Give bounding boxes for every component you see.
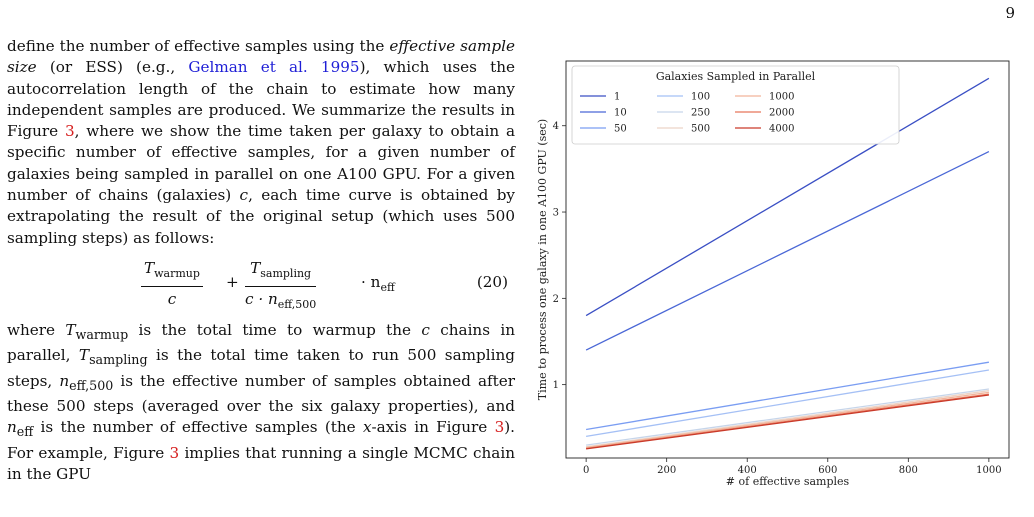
legend-label-250: 250	[691, 108, 710, 119]
series-line-4000	[586, 394, 989, 450]
legend-label-10: 10	[614, 108, 627, 119]
legend-label-1: 1	[614, 92, 620, 103]
legend-label-1000: 1000	[769, 92, 794, 103]
legend-title: Galaxies Sampled in Parallel	[656, 70, 816, 83]
figure-ref-link[interactable]: 3	[169, 443, 180, 462]
line-chart: 0 200 400 600 800 1000 1 2 3 4 # of effective samp…	[536, 60, 1010, 488]
series-line-250	[586, 388, 989, 446]
figure-ref-link[interactable]: 3	[64, 122, 75, 141]
legend-label-100: 100	[691, 92, 710, 103]
series-line-100	[585, 369, 990, 438]
equation-number: (20)	[476, 272, 508, 291]
series-line-1000	[586, 391, 989, 449]
legend-label-4000: 4000	[769, 124, 794, 135]
y-tick-label: 3	[553, 208, 559, 219]
paragraph-2: where Twarmup is the total time to warmu…	[7, 320, 515, 483]
legend-label-50: 50	[614, 124, 627, 135]
citation-link[interactable]: Gelman et al. 1995	[188, 58, 360, 77]
x-axis-label: # of effective samples	[726, 475, 850, 488]
fraction-sampling: Tsampling c · neff,500	[245, 258, 317, 312]
body-text: define the number of effective samples u…	[7, 36, 515, 485]
paragraph-1: define the number of effective samples u…	[7, 37, 515, 247]
x-tick-label: 200	[657, 465, 676, 476]
figure-3: 0 200 400 600 800 1000 1 2 3 4 # of effective samp…	[536, 54, 1013, 513]
legend-label-500: 500	[691, 124, 710, 135]
series-line-10	[585, 151, 990, 351]
equation-20: Twarmup c + Tsampling c · neff,500 · nef…	[7, 254, 515, 316]
figure-ref-link[interactable]: 3	[494, 418, 505, 437]
x-tick-label: 400	[738, 465, 757, 476]
legend-box	[571, 65, 900, 145]
y-axis-label: Time to process one galaxy in one A100 G…	[537, 119, 549, 400]
x-tick-label: 800	[899, 465, 918, 476]
x-tick-label: 0	[583, 465, 589, 476]
series-line-500	[586, 390, 989, 448]
y-tick-label: 2	[553, 294, 559, 305]
series-line-1	[585, 77, 990, 317]
series-line-50	[585, 361, 990, 431]
y-tick-label: 1	[553, 380, 559, 391]
legend-label-2000: 2000	[769, 108, 794, 119]
x-tick-label: 1000	[976, 465, 1001, 476]
page-number: 9	[1005, 4, 1015, 22]
x-tick-label: 600	[818, 465, 837, 476]
y-tick-label: 4	[553, 121, 559, 132]
fraction-warmup: Twarmup c	[141, 258, 203, 311]
